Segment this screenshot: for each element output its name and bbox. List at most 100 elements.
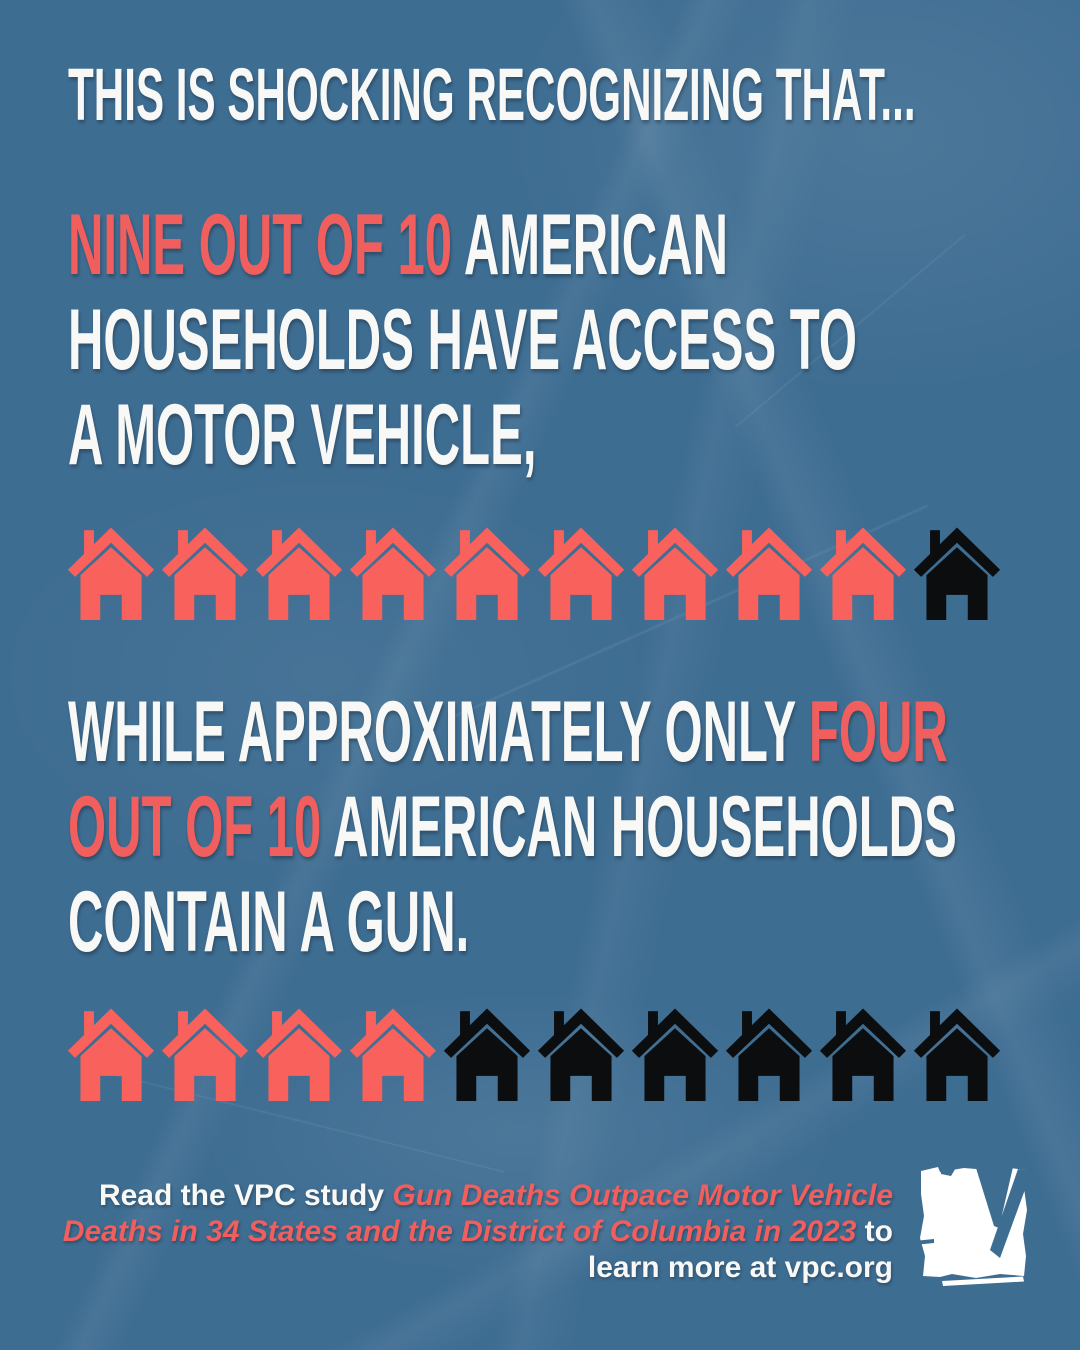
house-roof: [725, 1008, 813, 1058]
house-body: [738, 1028, 800, 1101]
house-roof: [443, 1008, 531, 1058]
house-body: [832, 547, 894, 620]
house-chimney: [648, 1011, 658, 1037]
house-chimney: [84, 530, 94, 556]
statement-vehicle-line-3: A MOTOR VEHICLE,: [68, 387, 537, 483]
house-icon: [631, 1008, 719, 1101]
house-roof: [255, 1008, 343, 1058]
house-icon: [443, 527, 531, 620]
house-body: [644, 1028, 706, 1101]
house-chimney: [742, 1011, 752, 1037]
footer-vpc-url: learn more at vpc.org: [587, 1251, 893, 1284]
statement-gun-line1-red: FOUR: [808, 684, 948, 780]
house-icon: [255, 1008, 343, 1101]
statement-gun-line-3: CONTAIN A GUN.: [68, 874, 470, 970]
house-roof: [913, 527, 1001, 577]
house-roof: [161, 527, 249, 577]
statement-gun-line1-white: WHILE APPROXIMATELY ONLY: [68, 684, 809, 780]
footer-citation: Read the VPC study Gun Deaths Outpace Mo…: [60, 1178, 893, 1286]
house-icon: [67, 527, 155, 620]
house-body: [738, 547, 800, 620]
footer-line2-white: to: [856, 1215, 893, 1248]
house-chimney: [460, 530, 470, 556]
house-body: [80, 547, 142, 620]
house-icon: [631, 527, 719, 620]
statement-gun-line2-white: AMERICAN HOUSEHOLDS: [333, 779, 957, 875]
house-roof: [725, 527, 813, 577]
house-roof: [913, 1008, 1001, 1058]
statement-motor-vehicle: NINE OUT OF 10 AMERICAN HOUSEHOLDS HAVE …: [68, 198, 1080, 483]
house-icon: [349, 527, 437, 620]
house-roof: [67, 1008, 155, 1058]
house-roof: [819, 527, 907, 577]
house-icon: [537, 527, 625, 620]
house-chimney: [84, 1011, 94, 1037]
house-chimney: [836, 1011, 846, 1037]
house-chimney: [836, 530, 846, 556]
house-chimney: [272, 530, 282, 556]
house-body: [550, 1028, 612, 1101]
statement-vehicle-line1-white: AMERICAN: [463, 197, 729, 293]
logo-letter-v-left: [976, 1167, 1013, 1228]
house-icon: [443, 1008, 531, 1101]
house-roof: [349, 1008, 437, 1058]
house-roof: [537, 1008, 625, 1058]
house-icon: [913, 1008, 1001, 1101]
statement-vehicle-line-1: NINE OUT OF 10 AMERICAN: [68, 198, 857, 293]
house-chimney: [366, 1011, 376, 1037]
statement-gun: WHILE APPROXIMATELY ONLY FOUR OUT OF 10 …: [68, 685, 1080, 970]
house-icon: [913, 527, 1001, 620]
house-roof: [443, 527, 531, 577]
statement-gun-line-2: OUT OF 10 AMERICAN HOUSEHOLDS: [68, 780, 957, 875]
statement-vehicle-line1-red: NINE OUT OF 10: [68, 197, 464, 293]
house-roof: [349, 527, 437, 577]
statement-gun-line-1: WHILE APPROXIMATELY ONLY FOUR: [68, 685, 957, 780]
house-body: [550, 547, 612, 620]
house-body: [456, 1028, 518, 1101]
footer-study-title-part2: Deaths in 34 States and the District of …: [62, 1215, 857, 1248]
pictogram-row-vehicle: [66, 523, 1006, 621]
footer-line-1: Read the VPC study Gun Deaths Outpace Mo…: [60, 1178, 893, 1214]
footer-line-3: learn more at vpc.org: [60, 1250, 893, 1286]
house-icon: [725, 527, 813, 620]
house-chimney: [648, 530, 658, 556]
house-body: [362, 547, 424, 620]
house-chimney: [930, 530, 940, 556]
house-roof: [631, 1008, 719, 1058]
house-body: [456, 547, 518, 620]
house-body: [174, 1028, 236, 1101]
house-body: [268, 547, 330, 620]
house-icon: [67, 1008, 155, 1101]
house-icon: [161, 527, 249, 620]
house-icon: [537, 1008, 625, 1101]
house-body: [832, 1028, 894, 1101]
pictogram-row-gun: [66, 1004, 1006, 1102]
house-icon: [349, 1008, 437, 1101]
house-body: [644, 547, 706, 620]
house-roof: [537, 527, 625, 577]
house-chimney: [366, 530, 376, 556]
house-roof: [161, 1008, 249, 1058]
house-icon: [819, 527, 907, 620]
house-roof: [631, 527, 719, 577]
house-chimney: [460, 1011, 470, 1037]
headline: THIS IS SHOCKING RECOGNIZING THAT...: [68, 58, 1080, 132]
vpc-logo: [914, 1166, 1027, 1286]
logo-notch-left: [914, 1239, 934, 1245]
footer-line1-white: Read the VPC study: [98, 1179, 393, 1212]
house-body: [80, 1028, 142, 1101]
house-icon: [255, 527, 343, 620]
house-icon: [725, 1008, 813, 1101]
house-body: [268, 1028, 330, 1101]
logo-letter-v-right: [990, 1169, 1027, 1258]
house-icon: [819, 1008, 907, 1101]
footer-study-title-part1: Gun Deaths Outpace Motor Vehicle: [392, 1179, 893, 1212]
house-chimney: [178, 1011, 188, 1037]
house-roof: [255, 527, 343, 577]
house-body: [174, 547, 236, 620]
house-body: [362, 1028, 424, 1101]
house-body: [926, 1028, 988, 1101]
statement-vehicle-line-2: HOUSEHOLDS HAVE ACCESS TO: [68, 292, 857, 388]
headline-text: THIS IS SHOCKING RECOGNIZING THAT...: [68, 53, 916, 136]
